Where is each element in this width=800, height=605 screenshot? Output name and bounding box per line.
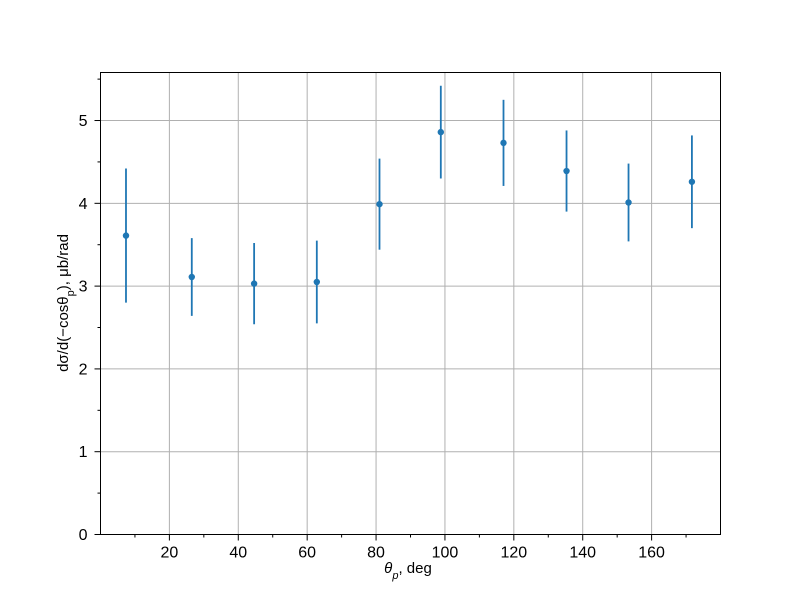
svg-text:100: 100 xyxy=(432,545,459,562)
svg-text:60: 60 xyxy=(298,545,316,562)
svg-text:3: 3 xyxy=(79,279,88,296)
svg-text:140: 140 xyxy=(569,545,596,562)
svg-text:20: 20 xyxy=(160,545,178,562)
svg-text:5: 5 xyxy=(79,113,88,130)
svg-text:2: 2 xyxy=(79,361,88,378)
svg-text:80: 80 xyxy=(367,545,385,562)
svg-text:120: 120 xyxy=(500,545,527,562)
svg-text:160: 160 xyxy=(638,545,665,562)
svg-text:4: 4 xyxy=(79,196,88,213)
svg-text:0: 0 xyxy=(79,527,88,544)
svg-text:1: 1 xyxy=(79,444,88,461)
svg-text:40: 40 xyxy=(229,545,247,562)
